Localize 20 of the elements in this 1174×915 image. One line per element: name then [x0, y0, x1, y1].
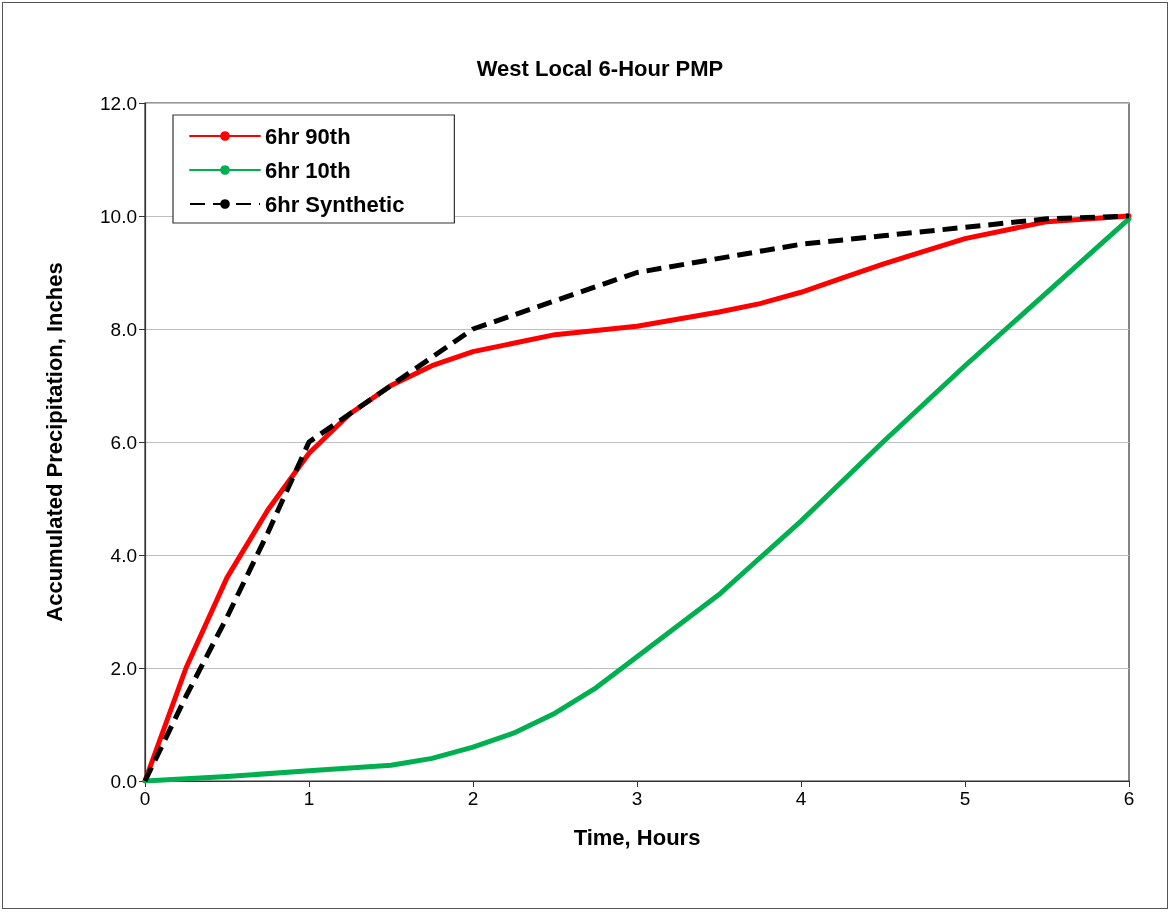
chart-title: West Local 6-Hour PMP — [476, 55, 724, 81]
x-tick-label: 5 — [959, 788, 971, 809]
y-axis-title: Accumulated Precipitation, Inches — [41, 262, 67, 622]
legend-label: 6hr Synthetic — [265, 191, 405, 217]
x-axis-title: Time, Hours — [573, 824, 701, 850]
legend-label: 6hr 90th — [265, 123, 351, 149]
y-tick-label: 6.0 — [110, 431, 137, 453]
x-tick-label: 4 — [795, 788, 807, 809]
x-tick-label: 0 — [139, 788, 151, 809]
y-tick-label: 8.0 — [110, 318, 137, 340]
y-tick-label: 12.0 — [100, 92, 137, 114]
legend-label: 6hr 10th — [265, 157, 351, 183]
y-tick-label: 10.0 — [100, 205, 137, 227]
x-tick-label: 1 — [303, 788, 315, 809]
x-tick-label: 2 — [467, 788, 479, 809]
y-tick-label: 0.0 — [110, 770, 137, 792]
y-tick-label: 4.0 — [110, 544, 137, 566]
x-tick-label: 6 — [1123, 788, 1135, 809]
y-tick-label: 2.0 — [110, 657, 137, 679]
x-tick-label: 3 — [631, 788, 643, 809]
